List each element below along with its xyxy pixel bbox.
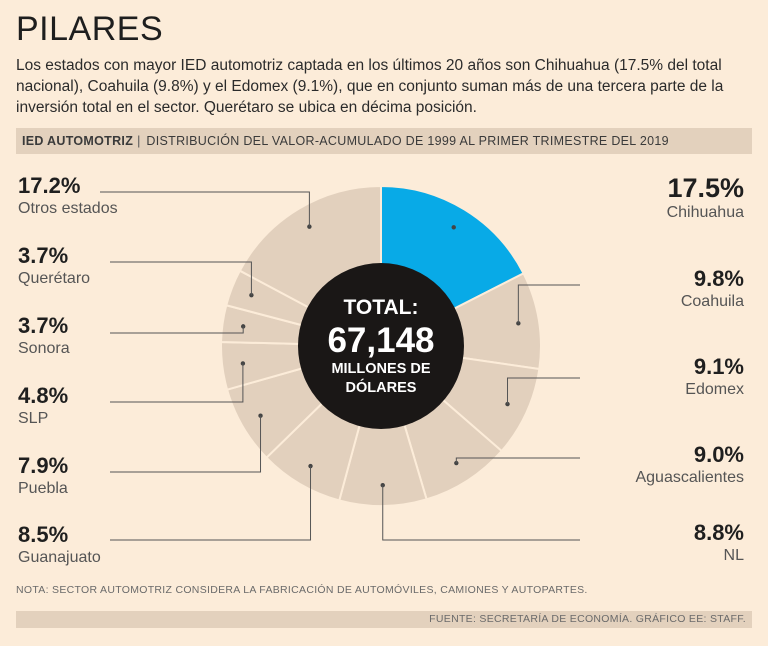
label-edomex: 9.1% Edomex bbox=[584, 354, 744, 400]
label-coahuila: 9.8% Coahuila bbox=[584, 266, 744, 312]
label-slp-pct: 4.8% bbox=[18, 383, 178, 409]
label-chihuahua-name: Chihuahua bbox=[584, 203, 744, 223]
label-puebla-name: Puebla bbox=[18, 479, 178, 499]
label-edomex-pct: 9.1% bbox=[584, 354, 744, 380]
label-puebla: 7.9% Puebla bbox=[18, 453, 178, 499]
label-sonora-pct: 3.7% bbox=[18, 313, 178, 339]
label-puebla-pct: 7.9% bbox=[18, 453, 178, 479]
leader-dot-chihuahua bbox=[452, 225, 456, 229]
label-aguascalientes-name: Aguascalientes bbox=[584, 468, 744, 488]
label-chihuahua-pct: 17.5% bbox=[584, 173, 744, 203]
label-guanajuato: 8.5% Guanajuato bbox=[18, 522, 178, 568]
center-total-label: TOTAL: bbox=[343, 296, 418, 319]
label-queretaro-pct: 3.7% bbox=[18, 243, 178, 269]
label-sonora-name: Sonora bbox=[18, 339, 178, 359]
label-otros: 17.2% Otros estados bbox=[18, 173, 178, 219]
label-slp-name: SLP bbox=[18, 409, 178, 429]
label-edomex-name: Edomex bbox=[584, 380, 744, 400]
label-guanajuato-pct: 8.5% bbox=[18, 522, 178, 548]
label-nl: 8.8% NL bbox=[584, 520, 744, 566]
source-text: FUENTE: SECRETARÍA DE ECONOMÍA. GRÁFICO … bbox=[429, 613, 752, 625]
label-otros-pct: 17.2% bbox=[18, 173, 178, 199]
label-coahuila-pct: 9.8% bbox=[584, 266, 744, 292]
label-chihuahua: 17.5% Chihuahua bbox=[584, 173, 744, 223]
source-bar: FUENTE: SECRETARÍA DE ECONOMÍA. GRÁFICO … bbox=[16, 611, 752, 628]
center-unit-line2: DÓLARES bbox=[346, 378, 417, 396]
label-nl-pct: 8.8% bbox=[584, 520, 744, 546]
footnote: NOTA: SECTOR AUTOMOTRIZ CONSIDERA LA FAB… bbox=[16, 584, 588, 596]
label-queretaro: 3.7% Querétaro bbox=[18, 243, 178, 289]
label-aguascalientes-pct: 9.0% bbox=[584, 442, 744, 468]
label-queretaro-name: Querétaro bbox=[18, 269, 178, 289]
label-guanajuato-name: Guanajuato bbox=[18, 548, 178, 568]
label-slp: 4.8% SLP bbox=[18, 383, 178, 429]
label-aguascalientes: 9.0% Aguascalientes bbox=[584, 442, 744, 488]
label-coahuila-name: Coahuila bbox=[584, 292, 744, 312]
center-unit-line1: MILLONES DE bbox=[331, 361, 430, 377]
label-sonora: 3.7% Sonora bbox=[18, 313, 178, 359]
center-total-value: 67,148 bbox=[327, 321, 434, 360]
label-otros-name: Otros estados bbox=[18, 199, 178, 219]
label-nl-name: NL bbox=[584, 546, 744, 566]
